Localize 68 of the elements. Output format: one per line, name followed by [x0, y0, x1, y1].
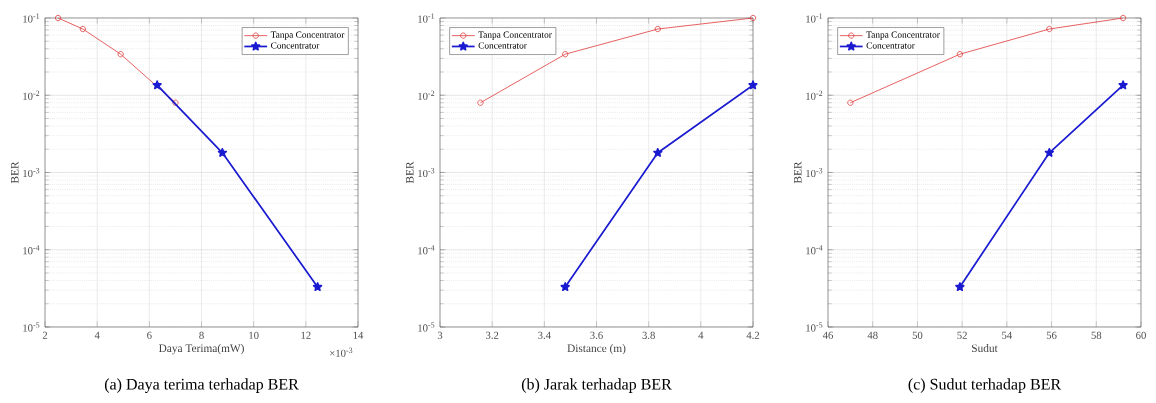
y-tick-label: 10$^{-5}$ [418, 322, 435, 332]
legend-label: Concentrator [866, 42, 915, 49]
point [562, 51, 569, 58]
y-tick-label: 10$^{-2}$ [418, 90, 435, 100]
x-tick-label: 3.2 [486, 331, 499, 339]
x-tick-label: 58 [1091, 331, 1102, 339]
y-tick-label: 10$^{-2}$ [806, 90, 823, 100]
y-axis-title: BER [11, 161, 19, 184]
x-axis-title: Distance (m) [567, 344, 626, 355]
legend-label: Tanpa Concentrator [478, 31, 552, 40]
y-tick-label: 10$^{-4}$ [806, 245, 823, 255]
x-tick-label: 4 [698, 331, 704, 339]
x-tick-label: 60 [1136, 331, 1146, 339]
point [1046, 25, 1053, 33]
legend-label: Tanpa Concentrator [270, 31, 345, 40]
x-tick-label: 50 [912, 331, 923, 339]
x-axis-title: Sudut [972, 344, 998, 353]
text: (b) Jarak terhadap BER [521, 378, 672, 393]
text: ×10$^{-3}$ [330, 347, 353, 357]
text: (a) Daya terima terhadap BER [104, 378, 299, 393]
x-tick-label: 6 [147, 331, 152, 339]
x-tick-label: 2 [42, 331, 48, 339]
x-tick-label: 14 [353, 331, 364, 339]
y-tick-label: 10$^{-4}$ [23, 245, 40, 255]
point [653, 147, 663, 157]
x-tick-label: 3 [437, 331, 443, 339]
x-tick-label: 52 [957, 331, 967, 339]
y-tick-label: 10$^{-1}$ [23, 13, 40, 23]
x-tick-label: 3.6 [590, 331, 603, 339]
y-tick-label: 10$^{-5}$ [23, 322, 40, 332]
y-axis-title: BER [406, 161, 414, 184]
x-tick-label: 4 [94, 331, 100, 339]
y-tick-label: 10$^{-1}$ [806, 13, 823, 23]
legend-label: Concentrator [271, 42, 320, 49]
x-tick-label: 3.8 [642, 331, 655, 339]
y-tick-label: 10$^{-2}$ [23, 90, 40, 100]
legend-label: Tanpa Concentrator [866, 31, 940, 40]
text: (c) Sudut terhadap BER [908, 378, 1062, 393]
point [79, 25, 86, 33]
x-tick-label: 4.2 [746, 331, 760, 339]
x-tick-label: 54 [1002, 331, 1013, 339]
x-tick-label: 3.4 [538, 331, 551, 339]
point [955, 282, 965, 292]
y-tick-label: 10$^{-5}$ [806, 322, 823, 332]
x-axis-title: Daya Terima(mW) [158, 344, 244, 355]
point [748, 80, 758, 90]
point [560, 282, 570, 292]
x-tick-label: 56 [1046, 331, 1057, 339]
x-tick-label: 12 [301, 331, 311, 339]
legend-label: Concentrator [478, 42, 527, 49]
point [217, 147, 228, 157]
y-tick-label: 10$^{-3}$ [23, 167, 40, 178]
x-tick-label: 10 [249, 331, 259, 339]
x-tick-label: 48 [867, 331, 878, 339]
x-tick-label: 46 [822, 331, 834, 339]
point [1044, 147, 1055, 157]
point [312, 282, 323, 292]
point [117, 51, 124, 58]
point [654, 25, 661, 33]
y-tick-label: 10$^{-3}$ [418, 167, 435, 178]
y-axis-title: BER [794, 161, 802, 184]
point [152, 80, 162, 90]
y-tick-label: 10$^{-3}$ [806, 167, 823, 178]
y-tick-label: 10$^{-4}$ [418, 245, 435, 255]
y-tick-label: 10$^{-1}$ [418, 13, 435, 23]
point [1118, 80, 1128, 90]
x-tick-label: 8 [199, 331, 204, 339]
point [956, 51, 963, 58]
